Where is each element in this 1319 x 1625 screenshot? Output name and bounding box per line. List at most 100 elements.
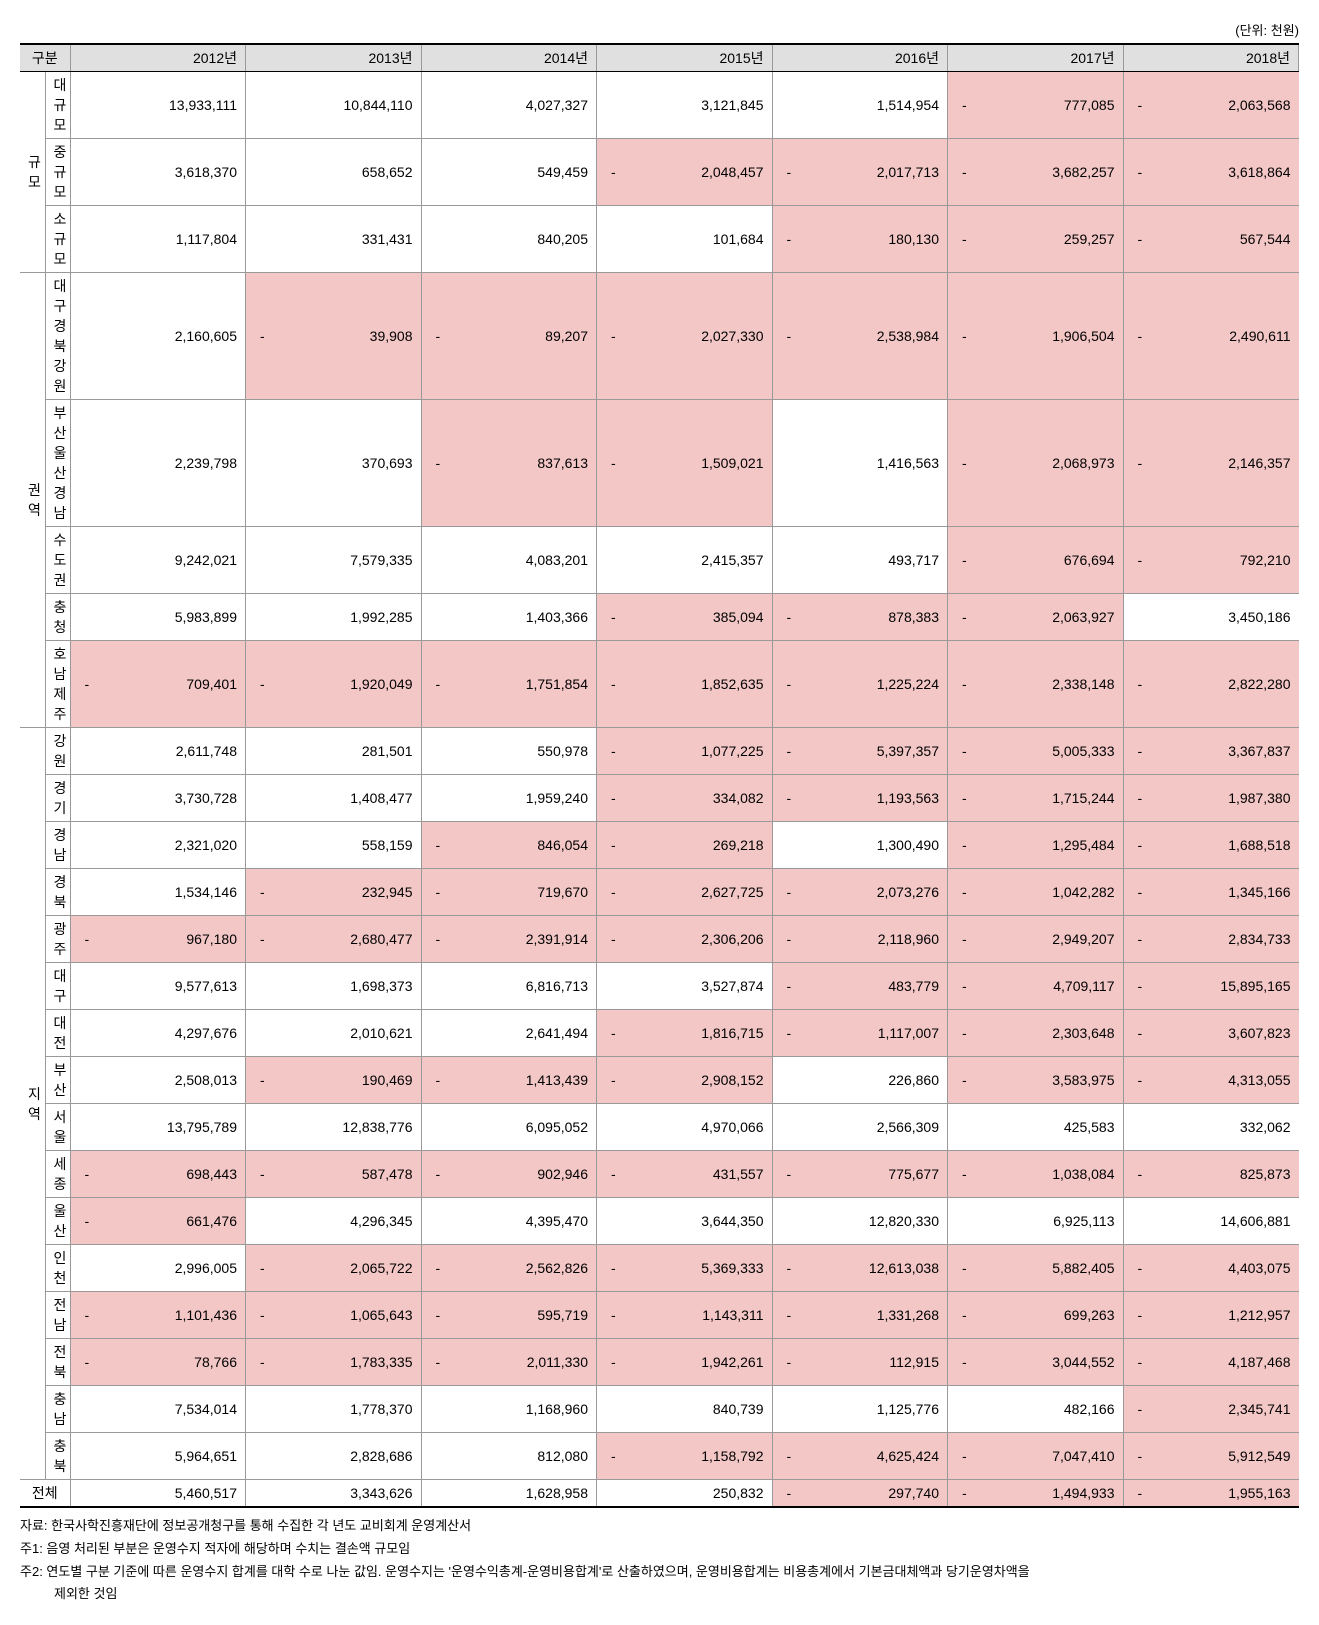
value-cell: 4,297,676 (70, 1010, 246, 1057)
value-cell: 331,431 (246, 206, 422, 273)
value-cell: 5,460,517 (70, 1480, 246, 1508)
value-cell: -3,618,864 (1123, 139, 1299, 206)
value-cell: -878,383 (772, 594, 948, 641)
value-cell: 812,080 (421, 1433, 597, 1480)
value-cell: -2,063,568 (1123, 72, 1299, 139)
value-cell: -2,949,207 (948, 916, 1124, 963)
value-cell: 1,778,370 (246, 1386, 422, 1433)
row-label: 대구 (45, 963, 70, 1010)
table-row: 중규모3,618,370658,652549,459-2,048,457-2,0… (20, 139, 1299, 206)
value-cell: 4,296,345 (246, 1198, 422, 1245)
value-cell: -2,011,330 (421, 1339, 597, 1386)
value-cell: -269,218 (597, 822, 773, 869)
row-label: 전북 (45, 1339, 70, 1386)
value-cell: 2,415,357 (597, 527, 773, 594)
value-cell: -2,118,960 (772, 916, 948, 963)
table-row: 충북5,964,6512,828,686812,080-1,158,792-4,… (20, 1433, 1299, 1480)
value-cell: 13,933,111 (70, 72, 246, 139)
value-cell: 2,508,013 (70, 1057, 246, 1104)
table-row: 경기3,730,7281,408,4771,959,240-334,082-1,… (20, 775, 1299, 822)
table-row: 경북1,534,146-232,945-719,670-2,627,725-2,… (20, 869, 1299, 916)
value-cell: -1,143,311 (597, 1292, 773, 1339)
table-row: 권역대구경북강원2,160,605-39,908-89,207-2,027,33… (20, 273, 1299, 400)
row-label: 소규모 (45, 206, 70, 273)
row-label: 부산울산경남 (45, 400, 70, 527)
value-cell: 4,027,327 (421, 72, 597, 139)
total-label: 전체 (20, 1480, 70, 1508)
value-cell: 10,844,110 (246, 72, 422, 139)
table-row: 충청5,983,8991,992,2851,403,366-385,094-87… (20, 594, 1299, 641)
group-label: 지역 (20, 728, 45, 1480)
value-cell: -1,212,957 (1123, 1292, 1299, 1339)
value-cell: -1,413,439 (421, 1057, 597, 1104)
value-cell: 1,117,804 (70, 206, 246, 273)
value-cell: -2,490,611 (1123, 273, 1299, 400)
note-2b: 제외한 것임 (20, 1584, 1299, 1605)
value-cell: -902,946 (421, 1151, 597, 1198)
row-label: 호남제주 (45, 641, 70, 728)
table-row: 소규모1,117,804331,431840,205101,684-180,13… (20, 206, 1299, 273)
value-cell: -1,042,282 (948, 869, 1124, 916)
value-cell: -2,562,826 (421, 1245, 597, 1292)
value-cell: -4,709,117 (948, 963, 1124, 1010)
table-row: 전북-78,766-1,783,335-2,011,330-1,942,261-… (20, 1339, 1299, 1386)
value-cell: -1,065,643 (246, 1292, 422, 1339)
value-cell: -89,207 (421, 273, 597, 400)
value-cell: 250,832 (597, 1480, 773, 1508)
header-year: 2018년 (1123, 44, 1299, 72)
value-cell: 550,978 (421, 728, 597, 775)
value-cell: -4,625,424 (772, 1433, 948, 1480)
value-cell: 3,343,626 (246, 1480, 422, 1508)
value-cell: 1,403,366 (421, 594, 597, 641)
value-cell: 2,566,309 (772, 1104, 948, 1151)
value-cell: -846,054 (421, 822, 597, 869)
value-cell: -1,920,049 (246, 641, 422, 728)
value-cell: 3,450,186 (1123, 594, 1299, 641)
value-cell: 558,159 (246, 822, 422, 869)
value-cell: -483,779 (772, 963, 948, 1010)
row-label: 충북 (45, 1433, 70, 1480)
row-label: 수도권 (45, 527, 70, 594)
table-row: 서울13,795,78912,838,7766,095,0524,970,066… (20, 1104, 1299, 1151)
value-cell: -2,027,330 (597, 273, 773, 400)
value-cell: 14,606,881 (1123, 1198, 1299, 1245)
header-year: 2013년 (246, 44, 422, 72)
value-cell: 2,160,605 (70, 273, 246, 400)
row-label: 충남 (45, 1386, 70, 1433)
value-cell: -5,369,333 (597, 1245, 773, 1292)
value-cell: -2,063,927 (948, 594, 1124, 641)
value-cell: 2,239,798 (70, 400, 246, 527)
value-cell: -1,688,518 (1123, 822, 1299, 869)
value-cell: -3,583,975 (948, 1057, 1124, 1104)
value-cell: -2,538,984 (772, 273, 948, 400)
value-cell: 1,514,954 (772, 72, 948, 139)
value-cell: 13,795,789 (70, 1104, 246, 1151)
value-cell: 2,996,005 (70, 1245, 246, 1292)
value-cell: -259,257 (948, 206, 1124, 273)
value-cell: -2,391,914 (421, 916, 597, 963)
table-row: 전남-1,101,436-1,065,643-595,719-1,143,311… (20, 1292, 1299, 1339)
value-cell: -2,048,457 (597, 139, 773, 206)
value-cell: -1,906,504 (948, 273, 1124, 400)
value-cell: 2,828,686 (246, 1433, 422, 1480)
value-cell: -2,306,206 (597, 916, 773, 963)
value-cell: -2,680,477 (246, 916, 422, 963)
note-1: 주1: 음영 처리된 부분은 운영수지 적자에 해당하며 수치는 결손액 규모임 (20, 1539, 1299, 1560)
value-cell: -2,822,280 (1123, 641, 1299, 728)
value-cell: -334,082 (597, 775, 773, 822)
value-cell: 370,693 (246, 400, 422, 527)
value-cell: 4,395,470 (421, 1198, 597, 1245)
value-cell: -1,295,484 (948, 822, 1124, 869)
value-cell: -1,494,933 (948, 1480, 1124, 1508)
row-label: 부산 (45, 1057, 70, 1104)
value-cell: -1,331,268 (772, 1292, 948, 1339)
table-row: 수도권9,242,0217,579,3354,083,2012,415,3574… (20, 527, 1299, 594)
value-cell: -3,367,837 (1123, 728, 1299, 775)
value-cell: -1,751,854 (421, 641, 597, 728)
value-cell: -792,210 (1123, 527, 1299, 594)
data-table: 구분 2012년 2013년 2014년 2015년 2016년 2017년 2… (20, 43, 1299, 1508)
value-cell: -1,987,380 (1123, 775, 1299, 822)
value-cell: 2,010,621 (246, 1010, 422, 1057)
value-cell: -190,469 (246, 1057, 422, 1104)
value-cell: -2,627,725 (597, 869, 773, 916)
